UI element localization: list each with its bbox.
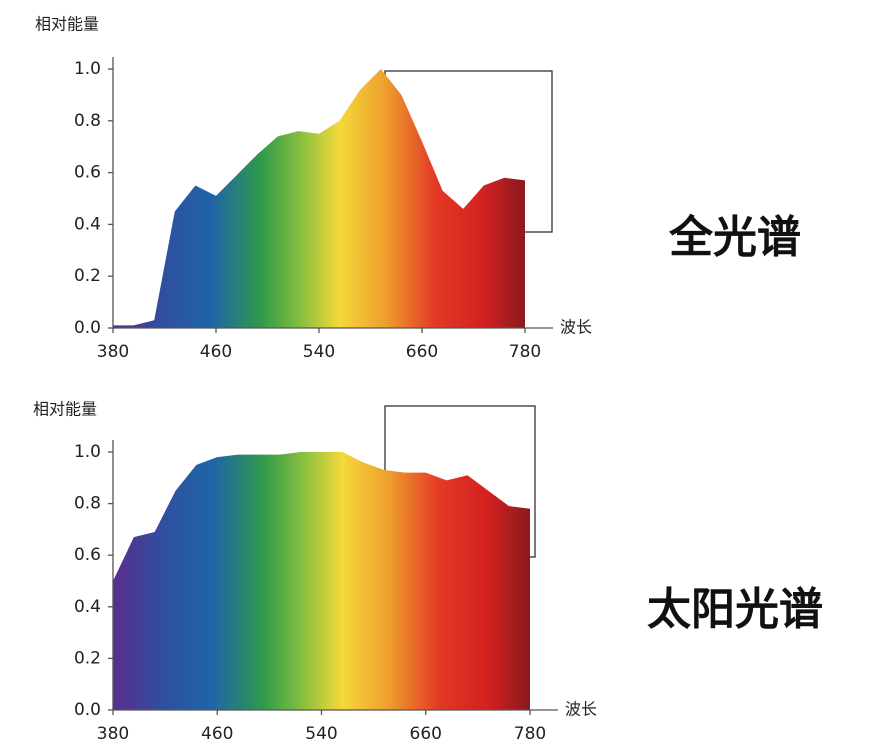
- y-tick-label: 0.8: [74, 494, 101, 514]
- x-axis-label: 波长: [560, 318, 592, 337]
- y-tick-label: 0.4: [74, 597, 101, 617]
- x-tick-label: 780: [509, 342, 541, 362]
- y-tick-label: 0.0: [74, 318, 101, 338]
- y-tick-label: 0.6: [74, 545, 101, 565]
- spectrum-area: [113, 69, 525, 328]
- x-tick-label: 780: [514, 724, 546, 744]
- y-tick-label: 1.0: [74, 59, 101, 79]
- y-axis-label: 相对能量: [35, 15, 99, 34]
- spectrum-area: [113, 452, 530, 710]
- y-tick-label: 0.8: [74, 111, 101, 131]
- y-tick-label: 0.0: [74, 700, 101, 720]
- y-tick-label: 0.6: [74, 163, 101, 183]
- x-tick-label: 460: [200, 342, 232, 362]
- y-tick-label: 1.0: [74, 442, 101, 462]
- y-tick-label: 0.4: [74, 214, 101, 234]
- chart-annotation: 太阳光谱: [647, 584, 823, 635]
- x-tick-label: 660: [406, 342, 438, 362]
- y-axis-label: 相对能量: [33, 400, 97, 419]
- x-tick-label: 540: [305, 724, 337, 744]
- chart-annotation: 全光谱: [668, 212, 801, 263]
- x-tick-label: 460: [201, 724, 233, 744]
- y-tick-label: 0.2: [74, 266, 101, 286]
- x-tick-label: 660: [410, 724, 442, 744]
- y-tick-label: 0.2: [74, 648, 101, 668]
- x-tick-label: 380: [97, 342, 129, 362]
- x-tick-label: 540: [303, 342, 335, 362]
- x-axis-label: 波长: [565, 700, 597, 719]
- x-tick-label: 380: [97, 724, 129, 744]
